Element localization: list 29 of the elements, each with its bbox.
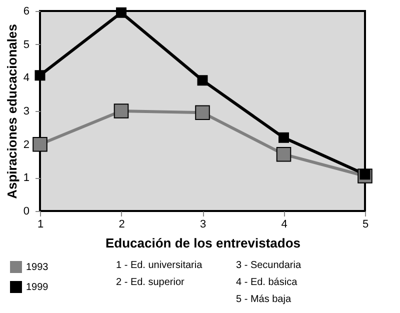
point <box>276 146 292 162</box>
point <box>197 75 208 86</box>
text: 3 - Secundaria <box>236 260 302 271</box>
text: 1 - Ed. universitaria <box>116 260 203 271</box>
point <box>32 136 48 152</box>
x-tick-label: 1 <box>37 218 44 230</box>
x-tick-label: 4 <box>281 218 288 230</box>
x-tick-label: 5 <box>362 218 369 230</box>
y-axis-title: Aspiraciones educacionales <box>4 24 20 199</box>
text: 4 - Ed. básica <box>236 277 298 288</box>
y-tick-label: 2 <box>23 138 30 151</box>
y-tick-label: 3 <box>23 106 30 118</box>
legend-label: 1993 <box>26 262 49 273</box>
text: 5 - Más baja <box>236 294 292 305</box>
point <box>278 132 289 143</box>
y-tick-label: 1 <box>23 172 30 184</box>
legend-label: 1999 <box>26 282 49 293</box>
point <box>116 7 126 18</box>
x-tick-label: 3 <box>200 218 206 230</box>
x-tick-label: 2 <box>118 218 125 230</box>
point <box>114 104 129 118</box>
x-axis-title: Educación de los entrevistados <box>105 236 301 250</box>
y-tick-label: 4 <box>23 72 30 84</box>
y-tick-label: 0 <box>23 206 30 218</box>
point <box>34 70 46 81</box>
y-tick-label: 5 <box>23 38 30 51</box>
text: 2 - Ed. superior <box>116 277 186 288</box>
point <box>195 105 210 120</box>
y-tick-label: 6 <box>23 6 30 18</box>
